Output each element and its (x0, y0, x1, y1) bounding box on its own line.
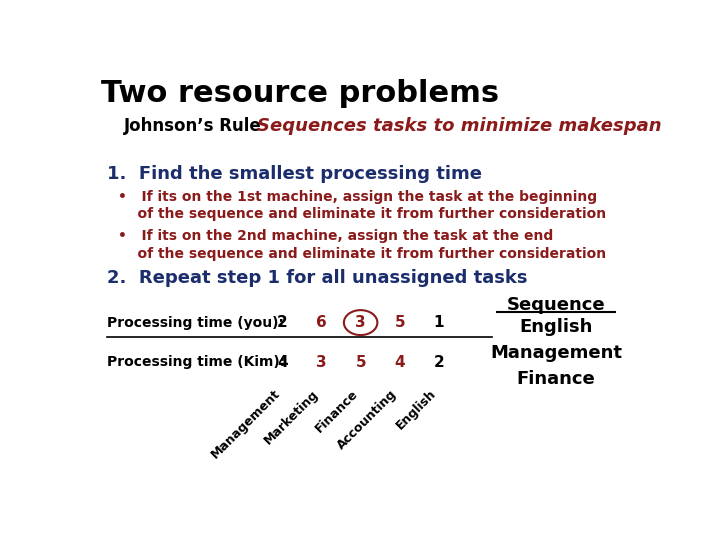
Text: Sequence: Sequence (507, 295, 606, 314)
Text: 5: 5 (395, 315, 405, 330)
Text: Finance: Finance (312, 387, 361, 435)
Text: of the sequence and eliminate it from further consideration: of the sequence and eliminate it from fu… (118, 246, 606, 260)
Text: Processing time (you):: Processing time (you): (107, 315, 284, 329)
Text: 2.  Repeat step 1 for all unassigned tasks: 2. Repeat step 1 for all unassigned task… (107, 268, 527, 287)
Text: •   If its on the 2nd machine, assign the task at the end: • If its on the 2nd machine, assign the … (118, 229, 553, 243)
Text: 4: 4 (395, 355, 405, 369)
Text: English: English (394, 387, 438, 432)
Text: Management: Management (490, 344, 622, 362)
Text: 3: 3 (355, 315, 366, 330)
Text: •   If its on the 1st machine, assign the task at the beginning: • If its on the 1st machine, assign the … (118, 190, 597, 204)
Text: 4: 4 (277, 355, 288, 369)
Text: 1: 1 (433, 315, 444, 330)
Text: 3: 3 (316, 355, 327, 369)
Text: of the sequence and eliminate it from further consideration: of the sequence and eliminate it from fu… (118, 207, 606, 221)
Text: 2: 2 (433, 355, 444, 369)
Text: Marketing: Marketing (262, 387, 322, 447)
Text: Two resource problems: Two resource problems (101, 79, 499, 109)
Text: 6: 6 (316, 315, 327, 330)
Text: Management: Management (208, 387, 282, 461)
Text: Accounting: Accounting (335, 387, 400, 451)
Text: 2: 2 (277, 315, 288, 330)
Text: 5: 5 (355, 355, 366, 369)
Text: Processing time (Kim):: Processing time (Kim): (107, 355, 285, 369)
Text: Finance: Finance (516, 370, 595, 388)
Text: English: English (519, 319, 593, 336)
Text: 1.  Find the smallest processing time: 1. Find the smallest processing time (107, 165, 482, 183)
Text: Sequences tasks to minimize makespan: Sequences tasks to minimize makespan (258, 117, 662, 135)
Text: Johnson’s Rule: Johnson’s Rule (124, 117, 261, 135)
